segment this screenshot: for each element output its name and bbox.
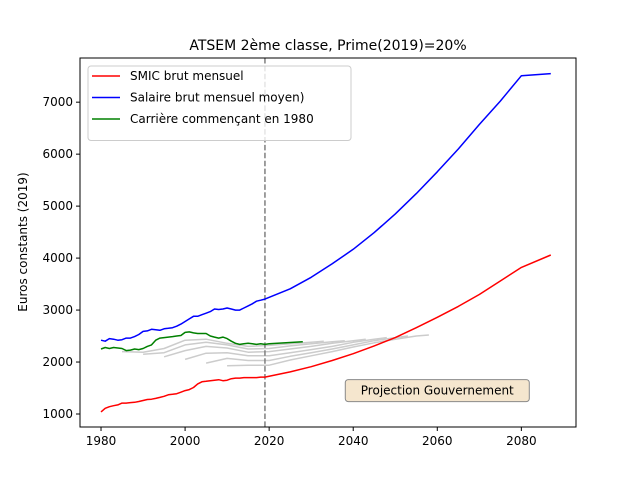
y-tick-label: 2000: [42, 355, 73, 369]
annotation: Projection Gouvernement: [344, 379, 530, 403]
axes: 1980 2000 2020 2040 2060 2080 1000 2000 3000 4000…: [42, 57, 577, 448]
chart-title: ATSEM 2ème classe, Prime(2019)=20%: [189, 38, 466, 54]
annotation-text: Projection Gouvernement: [361, 384, 514, 398]
other-career-line-3: [163, 338, 366, 358]
y-axis-label: Euros constants (2019): [16, 172, 30, 311]
legend-box: [87, 65, 352, 141]
y-tick-label: 4000: [42, 251, 73, 265]
annotation-box: [344, 379, 530, 403]
x-tick-label: 1980: [86, 434, 117, 448]
smic-line: [100, 254, 552, 413]
x-tick-label: 2000: [170, 434, 201, 448]
y-tick-label: 3000: [42, 303, 73, 317]
x-tick-label: 2040: [338, 434, 369, 448]
plot-area: [100, 58, 552, 427]
plot-frame: [79, 57, 577, 428]
legend: SMIC brut mensuel Salaire brut mensuel mo…: [87, 65, 352, 141]
average-salary-line: [100, 72, 551, 342]
legend-label: SMIC brut mensuel: [130, 69, 244, 83]
other-career-line-1: [121, 338, 324, 353]
other-career-line-5: [205, 335, 408, 364]
career-1980-line: [100, 331, 303, 352]
y-tick-label: 7000: [42, 95, 73, 109]
other-career-line-4: [184, 336, 387, 361]
y-tick-label: 1000: [42, 407, 73, 421]
plot-clip-group: [100, 58, 552, 427]
y-tick-label: 5000: [42, 199, 73, 213]
x-tick-label: 2060: [422, 434, 453, 448]
x-tick-label: 2080: [506, 434, 537, 448]
legend-label: Carrière commençant en 1980: [130, 112, 314, 126]
legend-label: Salaire brut mensuel moyen): [130, 91, 304, 105]
y-tick-label: 6000: [42, 147, 73, 161]
other-career-line-6: [227, 334, 429, 367]
x-tick-label: 2020: [254, 434, 285, 448]
other-career-line-2: [143, 339, 345, 355]
